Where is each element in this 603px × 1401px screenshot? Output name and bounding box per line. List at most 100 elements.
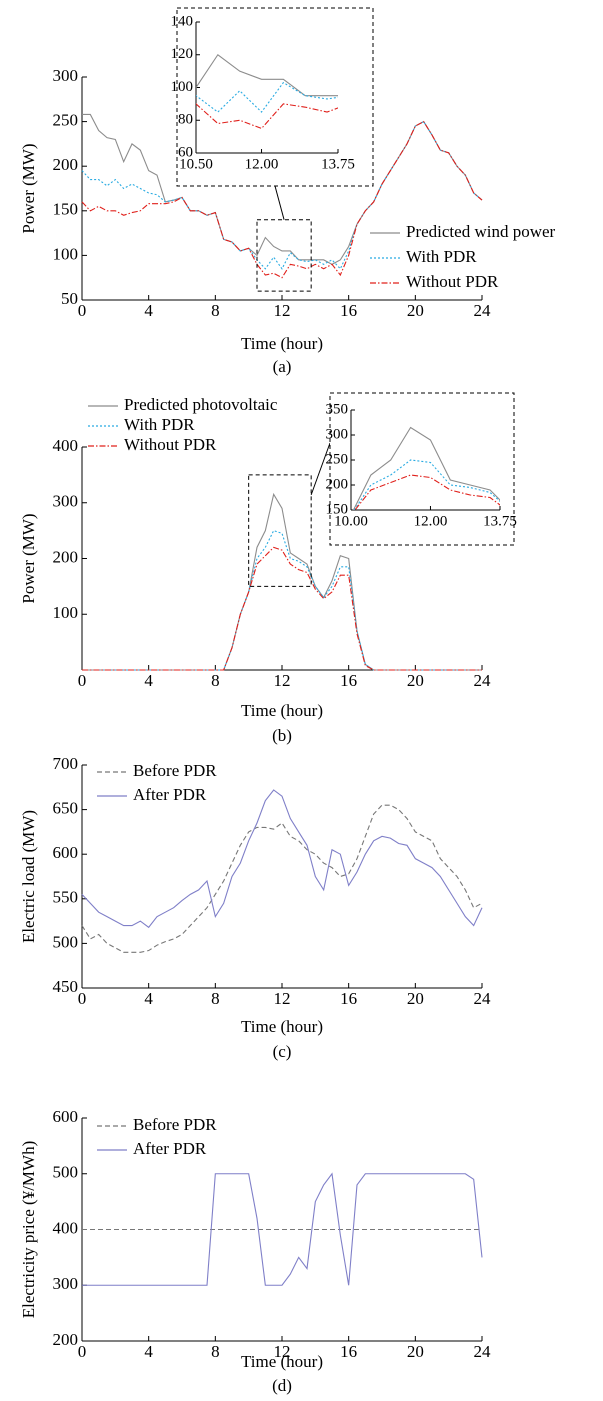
- x-tick-label: 24: [474, 671, 492, 690]
- y-tick-label: 50: [61, 289, 78, 308]
- x-tick-label: 20: [407, 671, 424, 690]
- x-axis-label: Time (hour): [241, 334, 323, 353]
- y-tick-label: 500: [53, 932, 79, 951]
- x-tick-label: 8: [211, 301, 220, 320]
- x-tick-label: 16: [340, 989, 357, 1008]
- inset-y-tick-label: 150: [326, 501, 349, 517]
- x-tick-label: 4: [144, 989, 153, 1008]
- x-tick-label: 16: [340, 301, 357, 320]
- series-line: [81, 789, 483, 929]
- caption: (a): [273, 357, 292, 376]
- inset-y-tick-label: 350: [326, 401, 349, 417]
- legend-label: After PDR: [133, 1139, 207, 1158]
- x-tick-label: 0: [78, 301, 87, 320]
- x-tick-label: 12: [274, 1342, 291, 1361]
- inset-y-tick-label: 300: [326, 426, 349, 442]
- x-tick-label: 12: [274, 989, 291, 1008]
- legend-label: With PDR: [124, 415, 195, 434]
- inset-y-tick-label: 100: [171, 79, 194, 95]
- legend-label: Before PDR: [133, 761, 217, 780]
- legend-label: After PDR: [133, 785, 207, 804]
- x-tick-label: 24: [474, 1342, 492, 1361]
- y-tick-label: 400: [53, 436, 79, 455]
- x-tick-label: 0: [78, 989, 87, 1008]
- inset-series-line: [352, 426, 500, 510]
- y-tick-label: 400: [53, 1218, 79, 1237]
- y-tick-label: 700: [53, 754, 79, 773]
- y-axis-label: Electricity price (¥/MWh): [19, 1141, 38, 1318]
- inset-x-tick-label: 12.00: [245, 156, 279, 172]
- y-tick-label: 550: [53, 888, 79, 907]
- x-tick-label: 8: [211, 989, 220, 1008]
- inset-frame: [176, 7, 374, 187]
- y-tick-label: 450: [53, 977, 79, 996]
- caption: (c): [273, 1042, 292, 1061]
- legend-label: Predicted wind power: [406, 222, 556, 241]
- inset-x-tick-label: 13.75: [483, 513, 517, 529]
- x-axis-label: Time (hour): [241, 1352, 323, 1371]
- x-tick-label: 24: [474, 301, 492, 320]
- inset-y-tick-label: 120: [171, 46, 194, 62]
- x-axis-label: Time (hour): [241, 701, 323, 720]
- series-line: [81, 120, 483, 270]
- y-tick-label: 300: [53, 492, 79, 511]
- inset-plot: [196, 53, 338, 130]
- x-tick-label: 4: [144, 671, 153, 690]
- x-tick-label: 20: [407, 1342, 424, 1361]
- zoom-connector: [310, 442, 331, 496]
- x-tick-label: 0: [78, 1342, 87, 1361]
- inset-y-tick-label: 80: [178, 112, 193, 128]
- y-axis-label: Power (MW): [19, 143, 38, 233]
- series-line: [82, 1172, 483, 1286]
- inset-series-line: [196, 81, 338, 113]
- y-tick-label: 200: [53, 547, 79, 566]
- legend-label: Predicted photovoltaic: [124, 395, 278, 414]
- inset-x-tick-label: 13.75: [321, 156, 355, 172]
- x-tick-label: 16: [340, 671, 357, 690]
- x-axis-label: Time (hour): [241, 1017, 323, 1036]
- inset-plot: [352, 426, 500, 510]
- series-line: [82, 529, 482, 671]
- series-line: [81, 120, 483, 279]
- inset-y-tick-label: 200: [326, 476, 349, 492]
- legend-label: With PDR: [406, 247, 477, 266]
- y-axis-label: Electric load (MW): [19, 810, 38, 943]
- y-tick-label: 600: [53, 1107, 79, 1126]
- inset-y-tick-label: 140: [171, 13, 194, 29]
- caption: (d): [272, 1376, 292, 1395]
- inset-x-tick-label: 10.50: [179, 156, 213, 172]
- x-tick-label: 16: [340, 1342, 357, 1361]
- x-tick-label: 4: [144, 1342, 153, 1361]
- inset-frame: [329, 392, 515, 546]
- zoom-region: [248, 474, 312, 587]
- x-tick-label: 8: [211, 1342, 220, 1361]
- y-tick-label: 250: [53, 111, 79, 130]
- y-tick-label: 200: [53, 155, 79, 174]
- y-tick-label: 650: [53, 799, 79, 818]
- inset-series-line: [353, 459, 500, 510]
- x-tick-label: 8: [211, 671, 220, 690]
- zoom-region: [256, 219, 312, 292]
- x-tick-label: 12: [274, 301, 291, 320]
- y-tick-label: 100: [53, 244, 79, 263]
- inset-series-line: [196, 53, 338, 97]
- y-tick-label: 500: [53, 1163, 79, 1182]
- x-tick-label: 20: [407, 989, 424, 1008]
- zoom-connector: [274, 185, 285, 220]
- y-tick-label: 600: [53, 843, 79, 862]
- x-tick-label: 20: [407, 301, 424, 320]
- legend-label: Without PDR: [406, 272, 499, 291]
- x-tick-label: 4: [144, 301, 153, 320]
- y-tick-label: 150: [53, 200, 79, 219]
- y-axis-label: Power (MW): [19, 513, 38, 603]
- y-tick-label: 200: [53, 1330, 79, 1349]
- caption: (b): [272, 726, 292, 745]
- y-tick-label: 300: [53, 66, 79, 85]
- inset-y-tick-label: 60: [178, 144, 193, 160]
- inset-y-tick-label: 250: [326, 451, 349, 467]
- legend-label: Before PDR: [133, 1115, 217, 1134]
- inset-x-tick-label: 10.00: [334, 513, 368, 529]
- legend-label: Without PDR: [124, 435, 217, 454]
- x-tick-label: 12: [274, 671, 291, 690]
